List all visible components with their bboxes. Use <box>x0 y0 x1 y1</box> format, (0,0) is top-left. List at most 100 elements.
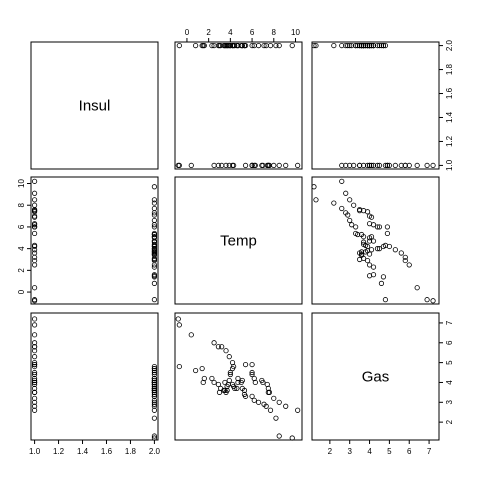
point-gas-vs-temp <box>215 381 222 388</box>
variable-label-gas: Gas <box>362 369 390 386</box>
point-insul-vs-temp <box>289 42 295 49</box>
point-gas-vs-insul <box>31 363 38 370</box>
point-temp-vs-insul <box>151 197 158 203</box>
point-gas-vs-insul <box>151 383 158 390</box>
point-insul-vs-gas <box>392 162 398 169</box>
point-insul-vs-gas <box>339 42 345 49</box>
point-temp-vs-insul <box>31 224 38 230</box>
point-temp-vs-gas <box>347 217 353 224</box>
point-gas-vs-temp <box>234 385 240 392</box>
point-temp-vs-insul <box>151 297 158 303</box>
point-insul-vs-gas <box>351 162 357 169</box>
point-insul-vs-temp <box>209 42 215 49</box>
panel-frame-insul-temp <box>174 41 303 170</box>
point-gas-vs-insul <box>31 371 38 378</box>
x-tick-label-temp: 4 <box>228 28 233 37</box>
point-temp-vs-gas <box>376 246 383 252</box>
point-insul-vs-temp <box>239 42 245 49</box>
point-gas-vs-temp <box>263 403 269 409</box>
point-insul-vs-temp <box>261 42 267 49</box>
y-tick-label-insul: 1.6 <box>445 87 454 99</box>
point-insul-vs-temp <box>276 162 282 169</box>
variable-label-temp: Temp <box>220 233 257 250</box>
point-temp-vs-gas <box>380 243 387 250</box>
point-gas-vs-insul <box>31 381 38 388</box>
point-gas-vs-temp <box>226 377 232 384</box>
point-gas-vs-insul <box>151 367 158 374</box>
point-insul-vs-temp <box>242 42 249 49</box>
point-gas-vs-insul <box>31 399 38 405</box>
point-gas-vs-insul <box>151 371 158 378</box>
point-temp-vs-insul <box>31 178 38 184</box>
point-gas-vs-temp <box>193 367 199 374</box>
point-gas-vs-temp <box>242 393 249 399</box>
point-gas-vs-temp <box>235 379 241 386</box>
point-insul-vs-gas <box>366 42 373 49</box>
x-tick-label-insul: 1.8 <box>125 447 137 456</box>
point-gas-vs-insul <box>31 360 38 366</box>
point-temp-vs-insul <box>151 212 158 218</box>
point-temp-vs-gas <box>364 257 371 264</box>
point-temp-vs-gas <box>406 262 412 268</box>
point-temp-vs-gas <box>313 197 319 203</box>
point-gas-vs-insul <box>31 395 38 401</box>
point-temp-vs-gas <box>376 224 383 230</box>
x-tick-label-insul: 1.2 <box>53 447 65 456</box>
point-temp-vs-gas <box>366 221 373 227</box>
point-gas-vs-temp <box>229 365 236 372</box>
point-temp-vs-gas <box>339 205 345 212</box>
point-gas-vs-insul <box>31 385 38 392</box>
point-gas-vs-insul <box>151 369 158 376</box>
point-temp-vs-insul <box>31 257 38 264</box>
point-gas-vs-temp <box>227 369 233 376</box>
point-gas-vs-insul <box>31 322 38 328</box>
point-temp-vs-gas <box>351 202 357 208</box>
point-temp-vs-insul <box>151 241 158 247</box>
point-insul-vs-gas <box>384 162 391 169</box>
point-insul-vs-gas <box>364 42 371 49</box>
point-gas-vs-temp <box>224 387 230 393</box>
x-tick-label-gas: 2 <box>328 447 333 456</box>
panel-frame-insul-insul <box>30 41 159 170</box>
y-tick-label-temp: 0 <box>17 289 26 294</box>
point-gas-vs-temp <box>232 385 238 392</box>
point-insul-vs-gas <box>360 42 367 49</box>
point-temp-vs-insul <box>31 297 38 303</box>
x-tick-label-insul: 1.6 <box>101 447 113 456</box>
point-insul-vs-gas <box>357 42 363 49</box>
point-insul-vs-temp <box>273 42 279 49</box>
point-temp-vs-gas <box>374 224 381 230</box>
point-gas-vs-insul <box>151 391 158 397</box>
point-temp-vs-insul <box>31 285 38 291</box>
point-gas-vs-insul <box>151 379 158 386</box>
point-gas-vs-insul <box>151 377 158 384</box>
point-insul-vs-gas <box>345 42 351 49</box>
point-gas-vs-insul <box>31 344 38 350</box>
point-temp-vs-gas <box>347 197 353 203</box>
y-tick-label-gas: 3 <box>445 400 454 405</box>
panel-frame-gas-gas <box>311 312 440 441</box>
y-tick-label-temp: 6 <box>17 224 26 229</box>
point-insul-vs-gas <box>424 162 430 169</box>
point-insul-vs-gas <box>313 42 319 49</box>
point-insul-vs-gas <box>360 162 367 169</box>
point-temp-vs-gas <box>382 297 389 303</box>
point-gas-vs-temp <box>249 393 255 399</box>
point-temp-vs-gas <box>366 213 373 219</box>
point-insul-vs-temp <box>176 42 182 49</box>
point-gas-vs-insul <box>31 316 38 322</box>
point-gas-vs-temp <box>249 361 255 368</box>
point-temp-vs-gas <box>414 285 420 291</box>
point-insul-vs-temp <box>255 42 262 49</box>
point-insul-vs-gas <box>382 42 389 49</box>
x-tick-label-temp: 0 <box>185 28 190 37</box>
point-temp-vs-gas <box>353 224 359 230</box>
point-temp-vs-insul <box>31 221 38 227</box>
point-gas-vs-insul <box>31 332 38 338</box>
point-temp-vs-gas <box>380 274 387 280</box>
point-insul-vs-temp <box>271 162 277 169</box>
y-tick-label-insul: 1.4 <box>445 111 454 123</box>
point-gas-vs-insul <box>31 340 38 346</box>
point-gas-vs-insul <box>151 375 158 382</box>
